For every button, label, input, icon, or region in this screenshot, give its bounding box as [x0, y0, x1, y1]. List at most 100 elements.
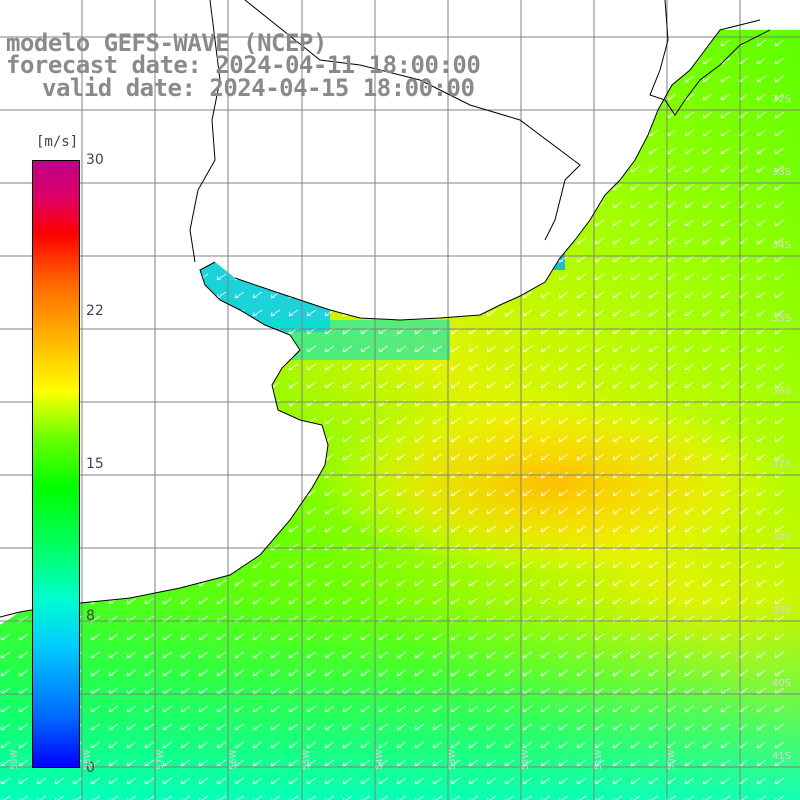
wind-arrow [774, 291, 785, 299]
wind-arrow [270, 759, 281, 767]
wind-arrow [540, 669, 551, 677]
wind-arrow [756, 39, 767, 47]
wind-arrow [180, 111, 191, 119]
wind-arrow [198, 489, 209, 497]
wind-arrow [414, 309, 425, 317]
wind-arrow [18, 705, 29, 713]
wind-arrow [18, 381, 29, 389]
wind-arrow [126, 723, 137, 731]
wind-arrow [162, 777, 173, 785]
wind-arrow [216, 147, 227, 155]
wind-arrow [396, 741, 407, 749]
wind-arrow [702, 399, 713, 407]
wind-arrow [180, 219, 191, 227]
wind-arrow [360, 273, 371, 281]
wind-arrow [234, 651, 245, 659]
wind-arrow [144, 129, 155, 137]
wind-arrow [630, 399, 641, 407]
wind-arrow [612, 111, 623, 119]
wind-arrow [414, 723, 425, 731]
wind-arrow [468, 147, 479, 155]
wind-arrow [594, 651, 605, 659]
wind-arrow [378, 345, 389, 353]
wind-arrow [180, 129, 191, 137]
wind-arrow [414, 651, 425, 659]
wind-arrow [198, 345, 209, 353]
wind-arrow [450, 129, 461, 137]
wind-arrow [756, 111, 767, 119]
wind-arrow [180, 291, 191, 299]
lon-label: 52W [521, 749, 531, 770]
wind-arrow [774, 705, 785, 713]
wind-arrow [756, 597, 767, 605]
wind-arrow [288, 237, 299, 245]
wind-arrow [468, 219, 479, 227]
wind-arrow [468, 183, 479, 191]
wind-arrow [774, 273, 785, 281]
wind-arrow [720, 795, 731, 800]
wind-arrow [486, 489, 497, 497]
wind-arrow [198, 777, 209, 785]
wind-arrow [396, 777, 407, 785]
wind-arrow [198, 417, 209, 425]
wind-arrow [504, 507, 515, 515]
wind-arrow [378, 561, 389, 569]
wind-arrow [648, 795, 659, 800]
wind-arrow [414, 417, 425, 425]
wind-arrow [162, 399, 173, 407]
wind-arrow [432, 525, 443, 533]
wind-arrow [702, 741, 713, 749]
wind-arrow [108, 633, 119, 641]
wind-arrow [198, 201, 209, 209]
wind-arrow [180, 273, 191, 281]
wind-arrow [342, 597, 353, 605]
wind-arrow [270, 561, 281, 569]
wind-arrow [90, 111, 101, 119]
wind-arrow [198, 723, 209, 731]
wind-arrow [324, 651, 335, 659]
wind-arrow [432, 561, 443, 569]
wind-arrow [306, 399, 317, 407]
wind-arrow [198, 741, 209, 749]
wind-arrow [360, 237, 371, 245]
wind-arrow [360, 489, 371, 497]
wind-arrow [0, 417, 11, 425]
wind-arrow [306, 201, 317, 209]
wind-arrow [468, 273, 479, 281]
wind-arrow [126, 309, 137, 317]
wind-arrow [270, 741, 281, 749]
wind-arrow [252, 309, 263, 317]
wind-arrow [396, 183, 407, 191]
wind-arrow [378, 489, 389, 497]
wind-arrow [90, 741, 101, 749]
wind-arrow [162, 453, 173, 461]
wind-arrow [702, 705, 713, 713]
wind-arrow [90, 651, 101, 659]
wind-arrow [90, 777, 101, 785]
wind-arrow [774, 111, 785, 119]
wind-arrow [702, 111, 713, 119]
wind-arrow [612, 201, 623, 209]
border-line [244, 0, 581, 241]
wind-arrow [576, 417, 587, 425]
wind-arrow [18, 543, 29, 551]
wind-arrow [216, 363, 227, 371]
wind-arrow [306, 363, 317, 371]
wind-arrow [198, 309, 209, 317]
wind-arrow [450, 597, 461, 605]
wind-arrow [0, 507, 11, 515]
wind-arrow [378, 705, 389, 713]
wind-arrow [486, 759, 497, 767]
wind-arrow [630, 561, 641, 569]
wind-arrow [774, 147, 785, 155]
colorbar [32, 160, 80, 768]
wind-arrow [324, 525, 335, 533]
wind-arrow [504, 291, 515, 299]
wind-arrow [270, 597, 281, 605]
wind-arrow [360, 291, 371, 299]
wind-arrow [756, 417, 767, 425]
wind-arrow [198, 435, 209, 443]
wind-arrow [486, 273, 497, 281]
wind-arrow [306, 273, 317, 281]
wind-arrow [756, 795, 767, 800]
